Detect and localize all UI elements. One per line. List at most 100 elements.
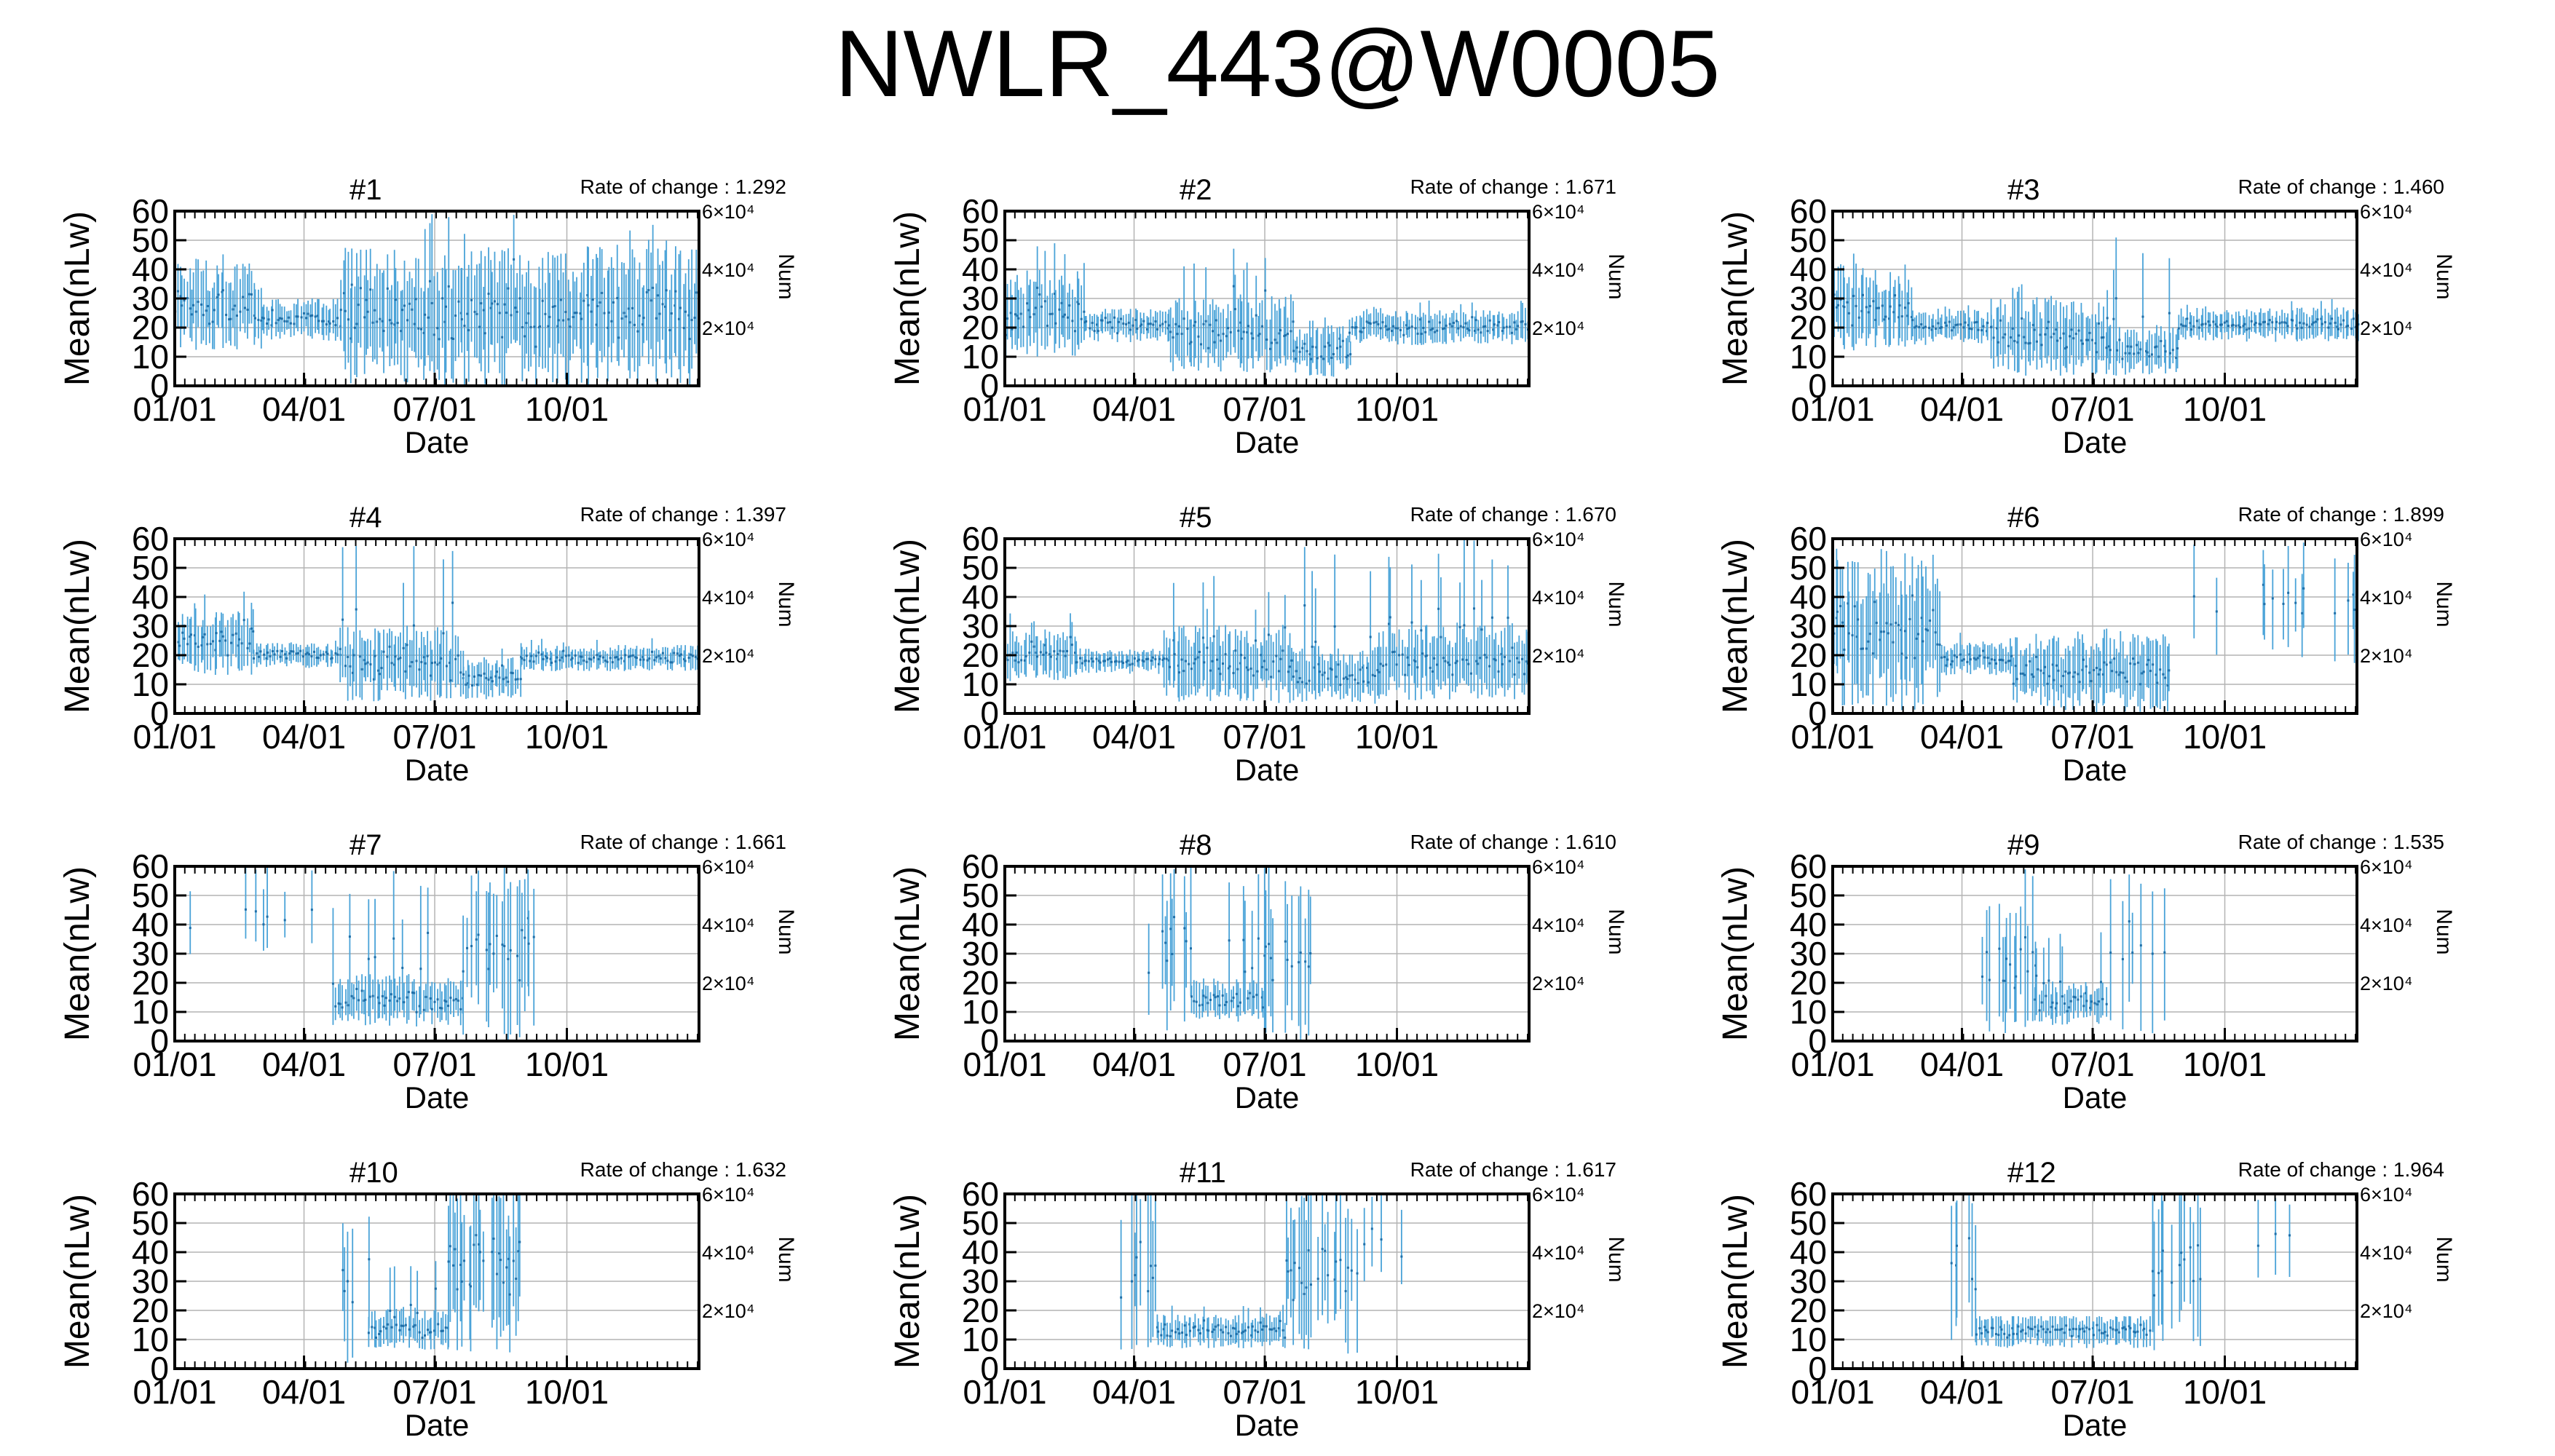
y2-axis-label: Num (774, 1236, 798, 1282)
data-point (1209, 999, 1212, 1002)
data-point (1513, 673, 1516, 676)
data-point (416, 1312, 419, 1315)
data-point (468, 1283, 471, 1286)
y-tick-label: 50 (962, 1204, 999, 1242)
data-point (1035, 652, 1038, 654)
data-point (1292, 349, 1295, 352)
data-point (2148, 355, 2151, 358)
data-point (2118, 339, 2121, 341)
data-point (1080, 317, 1083, 320)
data-point (1306, 349, 1308, 352)
data-point (684, 660, 687, 662)
data-point (2023, 673, 2026, 676)
data-point (364, 998, 367, 1001)
data-point (237, 644, 240, 647)
data-point (2195, 320, 2198, 323)
data-point (1940, 656, 1943, 659)
data-point (246, 308, 249, 311)
data-point (1229, 331, 1232, 333)
data-point (631, 654, 634, 657)
data-point (459, 1263, 462, 1266)
data-point (1962, 326, 1965, 329)
data-point (1892, 641, 1895, 644)
data-point (1837, 304, 1840, 306)
data-point (518, 979, 521, 982)
data-point (1469, 672, 1472, 675)
data-point (2301, 612, 2304, 614)
data-point (1295, 346, 1298, 349)
data-point (1190, 341, 1193, 344)
data-point (1927, 629, 1930, 632)
data-point (1295, 670, 1298, 673)
data-point (1855, 636, 1858, 638)
data-point (580, 317, 583, 320)
data-point (457, 1000, 459, 1002)
data-point (2101, 673, 2104, 676)
data-point (1344, 1290, 1347, 1293)
data-point (585, 660, 588, 663)
data-point (1898, 304, 1901, 306)
data-point (1366, 666, 1369, 669)
data-point (2098, 668, 2101, 671)
data-point (579, 312, 582, 315)
data-point (331, 982, 334, 985)
data-point (583, 659, 585, 662)
data-point (1186, 328, 1189, 331)
data-point (2243, 323, 2246, 325)
data-point (1319, 670, 1322, 673)
data-point (1940, 326, 1943, 329)
data-point (1458, 625, 1461, 628)
data-point (586, 293, 589, 296)
data-point (1242, 938, 1245, 941)
data-point (497, 1252, 500, 1255)
data-point (1382, 665, 1385, 668)
data-point (682, 327, 685, 330)
data-point (1260, 654, 1263, 657)
data-point (1040, 305, 1043, 308)
data-point (1232, 285, 1235, 288)
data-point (1429, 666, 1431, 669)
data-point (2352, 593, 2355, 596)
data-point (178, 644, 181, 647)
rate-of-change-label: Rate of change : 1.292 (580, 175, 786, 198)
data-point (364, 662, 367, 665)
x-tick-label: 04/01 (1092, 1373, 1176, 1411)
data-point (470, 298, 473, 301)
data-point (1048, 653, 1051, 656)
data-point (1042, 653, 1045, 656)
data-point (550, 661, 553, 664)
data-point (2069, 1000, 2072, 1002)
data-point (476, 683, 479, 686)
data-point (189, 927, 191, 930)
y2-tick-label: 4×10⁴ (1532, 914, 1584, 936)
x-tick-label: 01/01 (1790, 390, 1874, 428)
data-point (1158, 324, 1161, 327)
data-point (695, 291, 698, 294)
y-tick-label: 30 (1790, 935, 1827, 973)
data-point (1442, 657, 1445, 660)
data-point (2242, 325, 2245, 328)
data-point (1268, 1328, 1271, 1331)
y2-tick-label: 4×10⁴ (1532, 1242, 1584, 1264)
data-point (253, 314, 256, 317)
data-point (1116, 332, 1119, 335)
data-point (271, 650, 274, 653)
data-point (395, 1324, 398, 1326)
data-point (1324, 345, 1327, 348)
y2-axis-label: Num (1604, 1236, 1628, 1282)
data-point (1335, 1260, 1338, 1263)
data-point (437, 1323, 440, 1326)
data-point (1513, 321, 1516, 324)
data-point (1477, 662, 1480, 665)
data-point (403, 304, 406, 307)
data-point (1369, 636, 1372, 638)
data-point (591, 298, 594, 301)
data-point (649, 299, 652, 302)
data-point (1135, 1256, 1138, 1259)
data-point (279, 655, 282, 658)
data-point (1360, 331, 1363, 333)
data-point (2337, 328, 2339, 331)
data-point (1401, 653, 1404, 656)
data-point (1900, 628, 1903, 631)
